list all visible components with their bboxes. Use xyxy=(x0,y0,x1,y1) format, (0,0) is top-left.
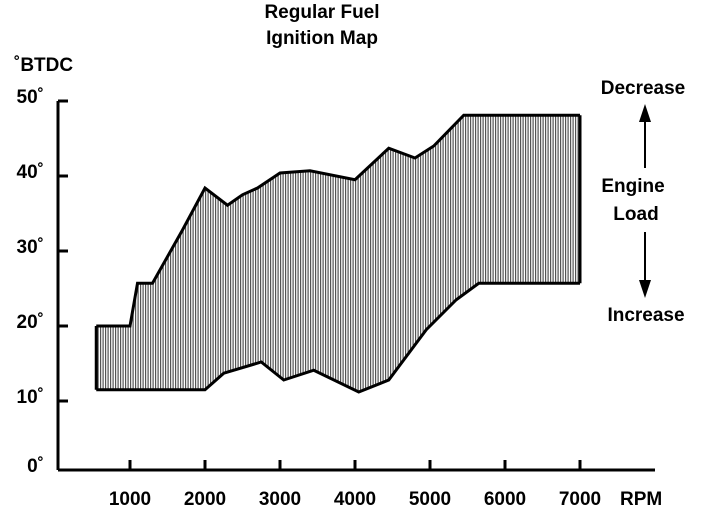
arrow-head xyxy=(639,280,651,298)
annotation: Increase xyxy=(607,305,684,326)
y-tick-label: 20˚ xyxy=(17,312,44,333)
annotation: Load xyxy=(613,204,658,225)
chart-title: Regular Fuel xyxy=(264,2,379,23)
arrow-head xyxy=(639,104,651,122)
x-tick-label: 5000 xyxy=(409,489,451,510)
y-axis-label: ˚BTDC xyxy=(14,55,73,76)
x-tick-label: 3000 xyxy=(259,489,301,510)
x-tick-label: 4000 xyxy=(334,489,376,510)
upper-boundary xyxy=(96,113,580,328)
lower-boundary xyxy=(96,281,580,394)
x-tick-label: 6000 xyxy=(484,489,526,510)
annotation: Engine xyxy=(601,176,664,197)
x-tick-label: 2000 xyxy=(184,489,226,510)
y-tick-label: 50˚ xyxy=(17,87,44,108)
y-tick-label: 0˚ xyxy=(27,456,44,477)
y-tick-label: 10˚ xyxy=(17,387,44,408)
x-tick-label: 7000 xyxy=(559,489,601,510)
y-tick-label: 40˚ xyxy=(17,162,44,183)
annotation: Decrease xyxy=(601,78,686,99)
x-tick-label: 1000 xyxy=(109,489,151,510)
chart-title: Ignition Map xyxy=(266,28,378,49)
x-axis-label: RPM xyxy=(620,489,662,510)
y-tick-label: 30˚ xyxy=(17,237,44,258)
band-fill xyxy=(96,115,580,392)
